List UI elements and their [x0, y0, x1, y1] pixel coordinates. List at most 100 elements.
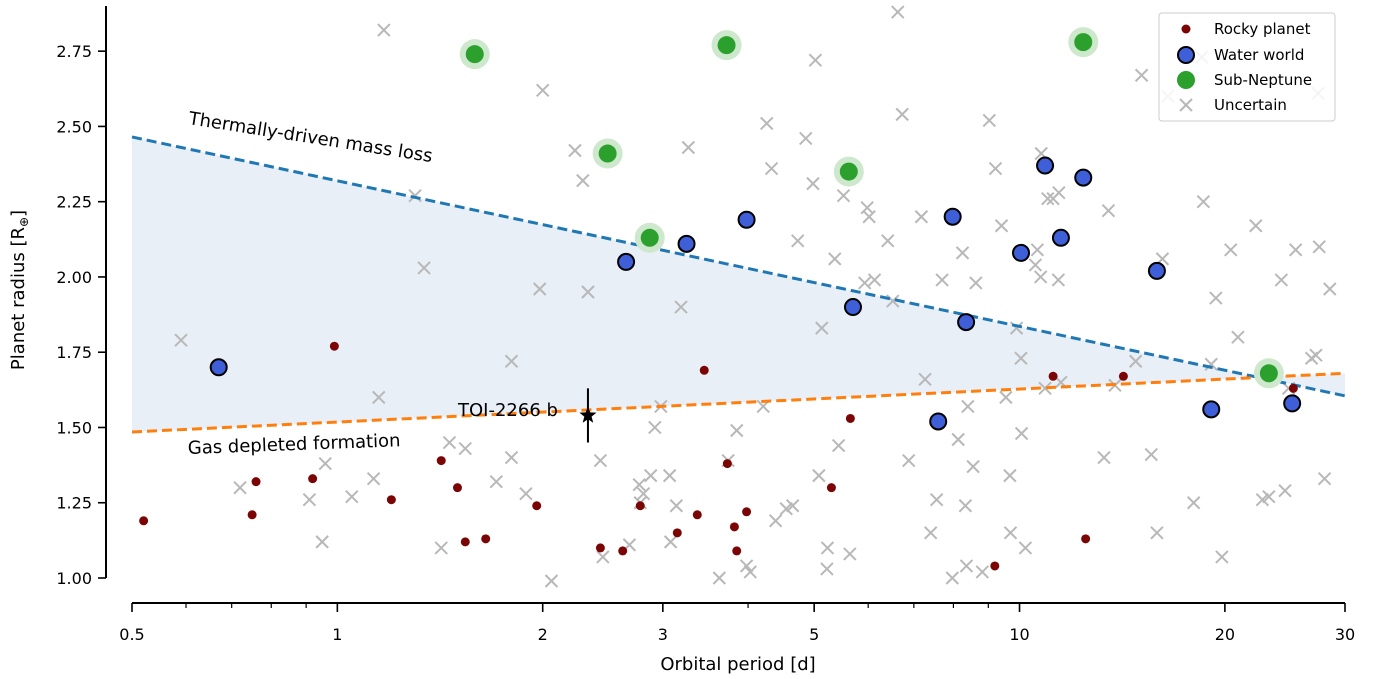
- legend-marker-uncertain: [1179, 98, 1193, 112]
- y-tick-label-2.00: 2.00: [56, 268, 92, 287]
- uncertain-point-123-b: [1274, 273, 1289, 287]
- uncertain-point-123: [1274, 273, 1289, 287]
- uncertain-point-102: [1052, 185, 1066, 200]
- uncertain-point-89: [1003, 526, 1018, 540]
- water-point-11: [1074, 168, 1093, 187]
- uncertain-point-108-b: [1128, 354, 1143, 368]
- rocky-point-19: [732, 546, 742, 556]
- y-tick-label-2.50: 2.50: [56, 117, 92, 136]
- x-tick-label-1: 1: [332, 625, 342, 644]
- water-point-13: [1202, 400, 1221, 419]
- uncertain-point-7: [366, 471, 381, 486]
- rocky-point-25: [1081, 534, 1091, 544]
- highlight-toi: [579, 388, 597, 443]
- rocky-point-10: [532, 501, 542, 511]
- legend-marker-subneptune: [1177, 71, 1195, 89]
- uncertain-point-53-b: [815, 321, 829, 335]
- uncertain-point-110: [1150, 526, 1164, 540]
- uncertain-point-3-b: [315, 535, 329, 549]
- uncertain-point-35: [669, 499, 684, 513]
- y-tick-label-1.75: 1.75: [56, 343, 92, 362]
- uncertain-point-88-b: [1003, 468, 1017, 483]
- uncertain-point-122-b: [1262, 490, 1276, 504]
- uncertain-point-29: [636, 486, 651, 501]
- x-tick-label-2: 2: [538, 625, 548, 644]
- gas-depleted-line: [131, 371, 1346, 434]
- y-tick-label-1.50: 1.50: [56, 418, 92, 437]
- uncertain-point-72: [924, 526, 938, 540]
- uncertain-point-20-b: [544, 574, 559, 588]
- uncertain-point-11: [434, 541, 448, 555]
- uncertain-point-49: [791, 234, 805, 248]
- uncertain-point-56-b: [820, 562, 834, 576]
- toi-star-marker: [579, 406, 597, 423]
- uncertain-point-15-b: [504, 354, 519, 368]
- rocky-point-14: [672, 528, 682, 538]
- uncertain-point-83-b: [975, 565, 990, 579]
- uncertain-point-16: [504, 450, 519, 465]
- series-rocky: [139, 341, 1298, 571]
- uncertain-point-117: [1215, 550, 1229, 564]
- water-point-9: [1036, 156, 1055, 175]
- uncertain-point-68: [895, 107, 909, 122]
- uncertain-point-99: [1041, 191, 1055, 206]
- series-uncertain: [174, 5, 1337, 588]
- uncertain-point-30: [644, 468, 658, 483]
- uncertain-point-121-b: [1255, 493, 1270, 507]
- uncertain-point-13: [458, 441, 472, 456]
- x-tick-label-0.5: 0.5: [119, 625, 144, 644]
- uncertain-point-120-b: [1249, 219, 1263, 233]
- uncertain-point-23: [581, 285, 595, 299]
- uncertain-point-128-b: [1309, 348, 1323, 362]
- rocky-point-22: [845, 413, 855, 423]
- uncertain-point-77-b: [955, 246, 970, 260]
- uncertain-point-95: [1030, 243, 1045, 257]
- rocky-point-23: [990, 561, 1000, 571]
- uncertain-point-81-b: [966, 459, 980, 474]
- uncertain-point-59: [836, 188, 851, 203]
- rocky-point-20: [742, 507, 752, 517]
- uncertain-point-10: [417, 261, 431, 275]
- water-point-0: [209, 358, 228, 377]
- rocky-point-5: [386, 495, 396, 505]
- uncertain-point-1-b: [233, 480, 247, 495]
- x-tick-label-3: 3: [658, 625, 668, 644]
- uncertain-point-8: [377, 23, 391, 37]
- subneptune-point-2: [634, 222, 665, 253]
- uncertain-point-106: [1097, 450, 1111, 465]
- annotation-toi: TOI-2266 b: [457, 400, 558, 421]
- uncertain-point-76-b: [951, 432, 965, 447]
- water-point-12: [1147, 261, 1166, 280]
- uncertain-point-101-b: [1051, 273, 1066, 287]
- uncertain-point-113-b: [1186, 496, 1201, 510]
- rocky-point-27: [1288, 383, 1298, 393]
- uncertain-point-114-b: [1196, 194, 1211, 209]
- uncertain-point-42: [743, 565, 757, 579]
- uncertain-point-90-b: [1009, 321, 1024, 335]
- rocky-point-0: [139, 516, 149, 526]
- uncertain-point-14-b: [489, 474, 504, 489]
- uncertain-point-11-b: [434, 541, 448, 555]
- uncertain-point-21: [568, 143, 582, 158]
- y-axis-ticks: 1.00 1.25 1.50 1.75 2.00 2.25 2.50 2.75: [56, 42, 106, 588]
- uncertain-point-68-b: [895, 107, 909, 122]
- legend-marker-rocky: [1181, 24, 1191, 34]
- subneptune-point-3: [711, 30, 742, 61]
- uncertain-point-88: [1003, 468, 1017, 483]
- water-point-5: [929, 412, 948, 431]
- uncertain-point-122: [1262, 490, 1276, 504]
- legend-frame: [1158, 12, 1336, 122]
- uncertain-point-51: [808, 53, 823, 67]
- uncertain-point-36: [674, 300, 688, 314]
- uncertain-point-27: [632, 477, 646, 492]
- uncertain-point-124-b: [1278, 483, 1292, 498]
- legend-label-uncertain: Uncertain: [1214, 96, 1287, 114]
- rocky-point-8: [460, 537, 470, 547]
- uncertain-point-50: [799, 131, 813, 146]
- uncertain-point-79: [959, 559, 974, 573]
- uncertain-point-29-b: [636, 486, 651, 501]
- uncertain-point-8-b: [377, 23, 391, 37]
- uncertain-point-79-b: [959, 559, 974, 573]
- subneptune-dot-5: [1074, 33, 1093, 52]
- uncertain-point-104-b: [1101, 204, 1116, 218]
